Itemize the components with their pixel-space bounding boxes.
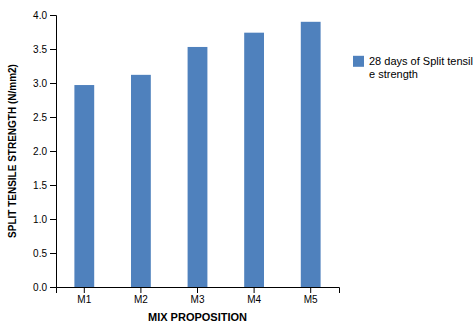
x-tick: M3 (191, 287, 205, 305)
x-axis: M1 M2 M3 M4 M5 (57, 287, 340, 305)
y-tick: 0.5 (33, 248, 56, 259)
y-tick-label: 3.0 (33, 78, 47, 89)
x-tick-label: M3 (191, 294, 205, 305)
y-tick-label: 4.0 (33, 10, 47, 21)
y-tick-mark (50, 49, 56, 50)
x-tick: M4 (247, 287, 261, 305)
y-tick-label: 1.5 (33, 180, 47, 191)
y-tick: 2.0 (33, 146, 56, 157)
y-tick-mark (50, 117, 56, 118)
y-tick: 0.0 (33, 282, 56, 293)
bar (244, 33, 264, 287)
bar (188, 47, 208, 287)
x-tick-label: M2 (134, 294, 148, 305)
x-axis-title: MIX PROPOSITION (148, 311, 247, 323)
y-tick-label: 0.0 (33, 282, 47, 293)
y-tick-mark (50, 151, 56, 152)
y-tick-mark (50, 185, 56, 186)
legend-label: 28 days of Split tensile strength (369, 55, 473, 80)
x-tick-mark (84, 287, 85, 293)
x-tick-mark (197, 287, 198, 293)
y-axis-line (50, 16, 57, 288)
y-tick: 4.0 (33, 10, 56, 21)
x-tick-mark (140, 287, 141, 293)
x-tick: M1 (77, 287, 91, 305)
y-tick: 3.0 (33, 78, 56, 89)
y-tick-mark (50, 253, 56, 254)
y-tick-mark (50, 287, 56, 288)
y-tick-mark (50, 15, 56, 16)
y-tick-mark (50, 219, 56, 220)
x-tick: M5 (304, 287, 318, 305)
bar (74, 85, 94, 287)
legend-swatch (353, 56, 364, 67)
y-tick: 3.5 (33, 44, 56, 55)
bars (74, 22, 320, 287)
chart: 0.0 0.5 1.0 1.5 2.0 2.5 3.0 3.5 4.0 M1 M2 M3 M4 M5 MIX… (0, 0, 474, 329)
y-axis: 0.0 0.5 1.0 1.5 2.0 2.5 3.0 3.5 4.0 (33, 10, 56, 293)
y-tick: 2.5 (33, 112, 56, 123)
legend: 28 days of Split tensile strength (353, 55, 473, 80)
bar (301, 22, 321, 287)
y-tick-label: 2.0 (33, 146, 47, 157)
x-tick-label: M1 (77, 294, 91, 305)
y-tick-mark (50, 83, 56, 84)
x-tick-mark (310, 287, 311, 293)
y-tick-label: 2.5 (33, 112, 47, 123)
x-tick: M2 (134, 287, 148, 305)
y-tick-label: 3.5 (33, 44, 47, 55)
y-tick: 1.5 (33, 180, 56, 191)
x-tick-label: M5 (304, 294, 318, 305)
x-axis-line (57, 288, 340, 294)
y-axis-title: SPLIT TENSILE STRENGTH (N/mm2) (7, 64, 18, 238)
x-tick-mark (254, 287, 255, 293)
x-tick-label: M4 (247, 294, 261, 305)
plot: 0.0 0.5 1.0 1.5 2.0 2.5 3.0 3.5 4.0 M1 M2 M3 M4 M5 MIX… (7, 10, 340, 323)
y-tick-label: 1.0 (33, 214, 47, 225)
bar (131, 75, 151, 287)
legend-item: 28 days of Split tensile strength (353, 55, 473, 80)
y-tick-label: 0.5 (33, 248, 47, 259)
y-tick: 1.0 (33, 214, 56, 225)
